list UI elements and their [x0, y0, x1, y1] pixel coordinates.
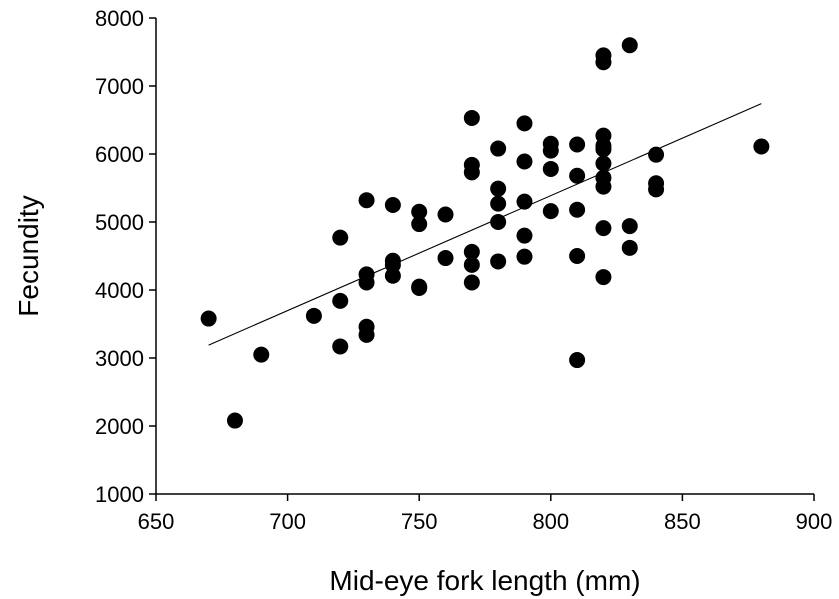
data-point	[463, 256, 480, 273]
y-axis-title: Fecundity	[13, 195, 44, 316]
data-point	[226, 412, 243, 429]
data-point	[490, 180, 507, 197]
data-point	[411, 216, 428, 233]
x-tick-label: 750	[401, 509, 438, 534]
data-point	[569, 167, 586, 184]
y-tick-label: 2000	[95, 414, 144, 439]
data-point	[253, 346, 270, 363]
data-point	[437, 250, 454, 267]
data-point	[516, 193, 533, 210]
data-point	[569, 201, 586, 218]
data-point	[490, 195, 507, 212]
x-tick-label: 900	[796, 509, 833, 534]
data-point	[595, 220, 612, 237]
data-point	[463, 274, 480, 291]
data-point	[490, 253, 507, 270]
y-tick-label: 6000	[95, 142, 144, 167]
data-point	[463, 109, 480, 126]
x-axis-title: Mid-eye fork length (mm)	[329, 565, 640, 596]
data-point	[463, 156, 480, 173]
data-point	[569, 248, 586, 264]
data-point	[621, 218, 638, 235]
y-tick-label: 5000	[95, 210, 144, 235]
x-tick-label: 700	[269, 509, 306, 534]
data-point	[332, 292, 349, 309]
data-points	[200, 37, 770, 429]
data-point	[437, 206, 454, 223]
y-tick-label: 4000	[95, 278, 144, 303]
data-point	[516, 153, 533, 170]
data-point	[753, 138, 770, 155]
data-point	[595, 127, 612, 144]
x-tick-label: 650	[138, 509, 175, 534]
y-tick-label: 7000	[95, 74, 144, 99]
data-point	[358, 266, 375, 283]
data-point	[384, 252, 401, 269]
data-point	[490, 214, 507, 230]
y-tick-label: 8000	[95, 6, 144, 31]
data-point	[516, 115, 533, 132]
data-point	[490, 140, 507, 157]
data-point	[621, 37, 638, 54]
data-point	[569, 136, 586, 153]
x-tick-label: 800	[532, 509, 569, 534]
data-point	[516, 248, 533, 265]
data-point	[411, 278, 428, 295]
y-tick-label: 3000	[95, 346, 144, 371]
data-point	[411, 203, 428, 220]
data-point	[200, 310, 217, 327]
data-point	[595, 47, 612, 64]
data-point	[621, 239, 638, 256]
plot-frame	[155, 18, 814, 495]
data-point	[358, 192, 375, 209]
data-point	[516, 227, 533, 244]
data-point	[463, 243, 480, 260]
data-point	[332, 229, 349, 246]
regression-line	[208, 103, 762, 346]
data-point	[595, 169, 612, 186]
data-point	[542, 203, 559, 220]
data-point	[648, 146, 665, 163]
trendline-layer	[208, 103, 762, 346]
data-point	[595, 155, 612, 172]
y-tick-label: 1000	[95, 482, 144, 507]
x-tick-label: 850	[664, 509, 701, 534]
data-point	[648, 175, 665, 192]
data-point	[542, 135, 559, 152]
data-point	[569, 352, 586, 369]
data-point	[305, 307, 322, 324]
data-point	[358, 318, 375, 335]
data-point	[332, 338, 349, 355]
data-point	[595, 269, 612, 286]
data-point	[542, 160, 559, 177]
x-axis-ticks: 650 700 750 800 850 900	[138, 494, 833, 534]
y-axis-ticks: 1000 2000 3000 4000 5000 6000 7000 8000	[95, 6, 156, 507]
data-point	[384, 197, 401, 213]
